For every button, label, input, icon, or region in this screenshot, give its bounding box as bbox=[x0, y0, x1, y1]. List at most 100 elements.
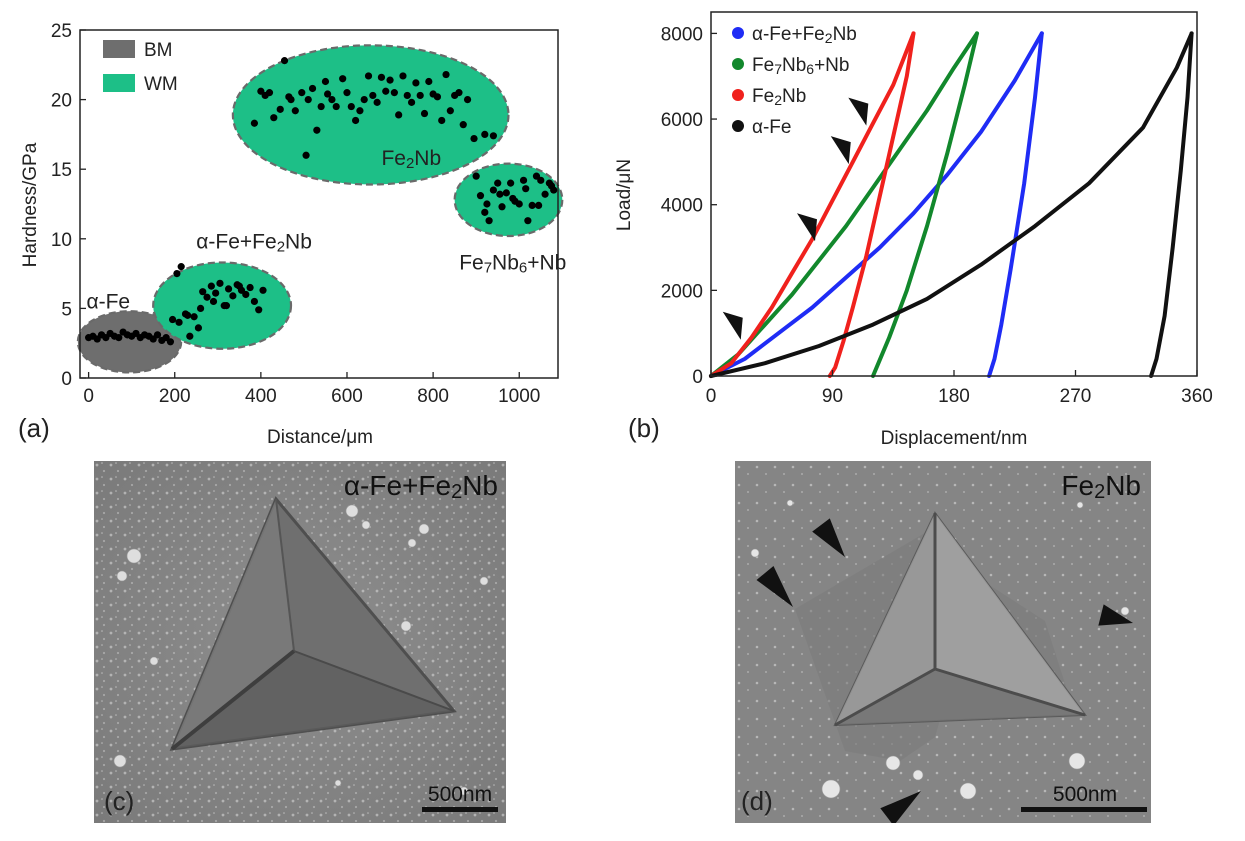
unloading-curve bbox=[827, 31, 916, 378]
data-point bbox=[498, 203, 506, 211]
data-point bbox=[302, 151, 310, 159]
data-point bbox=[459, 121, 467, 129]
data-point bbox=[212, 289, 220, 297]
data-point bbox=[280, 57, 289, 65]
data-point bbox=[420, 109, 429, 118]
panel-label-b: (b) bbox=[628, 413, 660, 443]
data-point bbox=[339, 75, 347, 83]
data-point bbox=[509, 194, 517, 203]
x-axis-ticks: 0 200 400 600 800 1000 bbox=[83, 372, 540, 407]
data-point bbox=[412, 79, 420, 87]
data-point bbox=[524, 217, 532, 225]
data-point bbox=[535, 201, 543, 209]
legend: BM WM bbox=[103, 40, 178, 95]
data-point bbox=[489, 132, 498, 140]
data-point bbox=[403, 91, 411, 100]
data-point bbox=[199, 288, 207, 296]
data-point bbox=[304, 96, 312, 104]
y-tick-label: 6000 bbox=[661, 110, 703, 131]
x-tick-label: 800 bbox=[417, 386, 449, 407]
data-point bbox=[369, 91, 377, 100]
data-point bbox=[416, 91, 424, 100]
sem-image-c: α-Fe+Fe2Nb (c) 500nm bbox=[94, 461, 506, 823]
pop-in-arrow bbox=[722, 311, 743, 340]
data-points bbox=[85, 57, 558, 346]
data-point bbox=[190, 313, 198, 321]
x-tick-label: 360 bbox=[1181, 386, 1213, 407]
data-point bbox=[115, 334, 123, 342]
data-point bbox=[242, 290, 250, 299]
data-point bbox=[438, 116, 446, 125]
data-point bbox=[209, 297, 218, 306]
y-tick-label: 0 bbox=[61, 369, 72, 390]
x-tick-label: 0 bbox=[83, 386, 94, 407]
data-point bbox=[496, 190, 504, 198]
legend-label: Fe2Nb bbox=[752, 86, 806, 108]
sem-image-d: Fe2Nb (d) 500nm bbox=[735, 461, 1151, 823]
scalebar-d bbox=[1021, 807, 1147, 812]
data-point bbox=[507, 179, 515, 187]
y-tick-label: 20 bbox=[51, 91, 72, 112]
data-point bbox=[541, 190, 549, 198]
data-point bbox=[291, 107, 299, 115]
x-tick-label: 200 bbox=[159, 386, 191, 407]
data-point bbox=[519, 176, 528, 184]
data-point bbox=[347, 102, 355, 111]
data-point bbox=[425, 77, 433, 86]
x-tick-label: 0 bbox=[706, 386, 717, 407]
x-tick-label: 1000 bbox=[498, 386, 540, 407]
panel-label-c: (c) bbox=[104, 786, 134, 816]
y-axis-ticks: 0 5 10 15 20 25 bbox=[51, 21, 86, 390]
x-tick-label: 400 bbox=[245, 386, 277, 407]
x-tick-label: 90 bbox=[822, 386, 843, 407]
data-point bbox=[224, 285, 233, 293]
crack-arrow bbox=[880, 791, 921, 823]
surface-particles bbox=[113, 504, 489, 796]
legend-marker bbox=[732, 58, 744, 70]
y-axis-label: Hardness/GPa bbox=[20, 142, 41, 267]
data-point bbox=[463, 96, 472, 104]
legend-marker bbox=[732, 27, 744, 39]
data-point bbox=[364, 72, 373, 80]
pop-in-arrow bbox=[797, 213, 817, 242]
data-point bbox=[360, 96, 368, 104]
x-axis-ticks: 0 90 180 270 360 bbox=[706, 370, 1213, 407]
unloading-curve bbox=[1149, 31, 1194, 378]
panel-label-a: (a) bbox=[18, 413, 50, 443]
data-point bbox=[455, 89, 463, 97]
x-axis-label: Distance/μm bbox=[267, 427, 373, 448]
data-point bbox=[515, 200, 523, 208]
data-point bbox=[522, 185, 530, 193]
data-point bbox=[235, 282, 243, 290]
data-point bbox=[265, 89, 274, 97]
data-point bbox=[246, 283, 254, 292]
plot-frame bbox=[79, 29, 559, 379]
legend-marker bbox=[732, 120, 744, 132]
data-point bbox=[470, 134, 478, 143]
data-point bbox=[433, 93, 442, 101]
legend-swatch bbox=[103, 40, 135, 58]
data-point bbox=[377, 73, 386, 81]
scalebar-label-d: 500nm bbox=[1053, 783, 1117, 806]
sem-label-d: Fe2Nb bbox=[1061, 470, 1141, 503]
data-point bbox=[528, 201, 536, 209]
data-point bbox=[537, 176, 545, 184]
data-point bbox=[373, 98, 381, 106]
data-point bbox=[328, 96, 336, 104]
data-point bbox=[483, 200, 491, 208]
legend-label: WM bbox=[144, 74, 178, 95]
data-point bbox=[446, 107, 454, 115]
unloading-curve bbox=[987, 31, 1044, 378]
x-tick-label: 270 bbox=[1060, 386, 1092, 407]
crack-arrow bbox=[756, 566, 793, 607]
data-point bbox=[352, 116, 360, 125]
y-tick-label: 5 bbox=[61, 299, 72, 320]
data-point bbox=[324, 90, 332, 98]
x-tick-label: 600 bbox=[331, 386, 363, 407]
data-point bbox=[276, 105, 284, 113]
y-axis-ticks: 0 2000 4000 6000 8000 bbox=[661, 24, 717, 388]
region-labels: α-Fe α-Fe+Fe2Nb Fe2Nb Fe7Nb6+Nb bbox=[86, 147, 566, 313]
indent-triangle bbox=[795, 511, 1087, 761]
legend-label: BM bbox=[144, 40, 173, 61]
region-label: Fe7Nb6+Nb bbox=[459, 251, 566, 276]
